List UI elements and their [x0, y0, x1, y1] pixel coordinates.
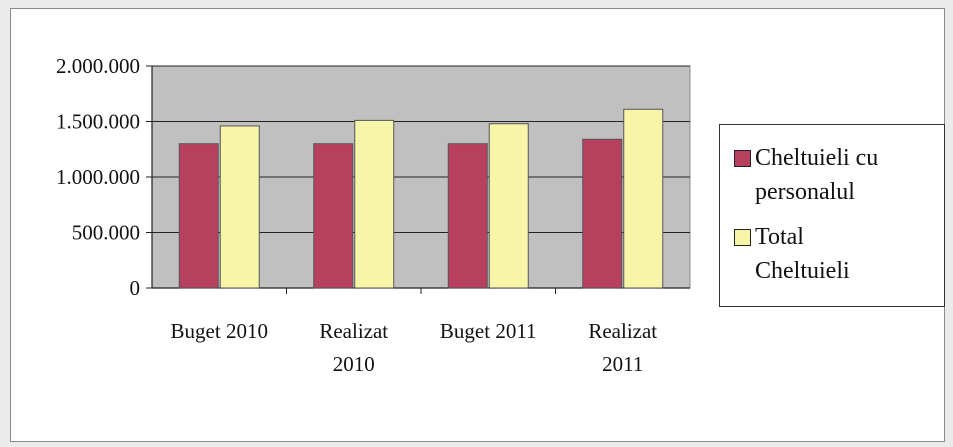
legend-label-total: Total Cheltuieli	[755, 220, 935, 288]
bar-total-0	[219, 125, 260, 289]
x-category-label-0: Buget 2010	[171, 319, 268, 343]
bar-personal-1	[313, 143, 354, 289]
y-tick-label-1: 500.000	[72, 221, 140, 245]
x-category-label-2-line-0: Buget 2011	[440, 319, 537, 343]
bar-total-3	[623, 108, 664, 289]
legend-label-personal-line-2: personalul	[755, 179, 855, 205]
bar-total-2	[488, 123, 529, 289]
chart-frame: 0 500.000 1.000.000 1.500.000 2.000.000 Buget…	[10, 8, 945, 442]
x-category-label-0-line-0: Buget 2010	[171, 319, 268, 343]
x-category-label-1: Realizat 2010	[319, 319, 388, 376]
legend: Cheltuieli cu personalul Total Cheltuiel…	[719, 124, 945, 307]
legend-label-personal: Cheltuieli cu personalul	[755, 141, 935, 209]
legend-swatch-total	[734, 229, 751, 246]
x-category-label-1-line-0: Realizat	[319, 319, 388, 343]
legend-label-total-line-1: Total	[755, 224, 804, 250]
x-category-label-3-line-1: 2011	[602, 352, 643, 376]
y-tick-label-4: 2.000.000	[56, 54, 140, 78]
legend-entry-total: Total Cheltuieli	[734, 220, 935, 288]
legend-swatch-personal	[734, 150, 751, 167]
y-tick-label-2: 1.000.000	[56, 165, 140, 189]
x-category-label-3-line-0: Realizat	[588, 319, 657, 343]
y-tick-label-0: 0	[130, 276, 141, 300]
chart-svg: 0 500.000 1.000.000 1.500.000 2.000.000 Buget…	[56, 54, 691, 376]
legend-entry-personal: Cheltuieli cu personalul	[734, 141, 935, 209]
y-tick-label-3: 1.500.000	[56, 110, 140, 134]
x-category-label-2: Buget 2011	[440, 319, 537, 343]
x-category-label-1-line-1: 2010	[333, 352, 375, 376]
bar-personal-0	[178, 143, 219, 289]
bar-total-1	[354, 119, 395, 289]
x-category-label-3: Realizat 2011	[588, 319, 657, 376]
bar-personal-3	[582, 138, 623, 289]
bar-personal-2	[447, 143, 488, 289]
legend-label-total-line-2: Cheltuieli	[755, 258, 850, 284]
legend-label-personal-line-1: Cheltuieli cu	[755, 145, 879, 171]
